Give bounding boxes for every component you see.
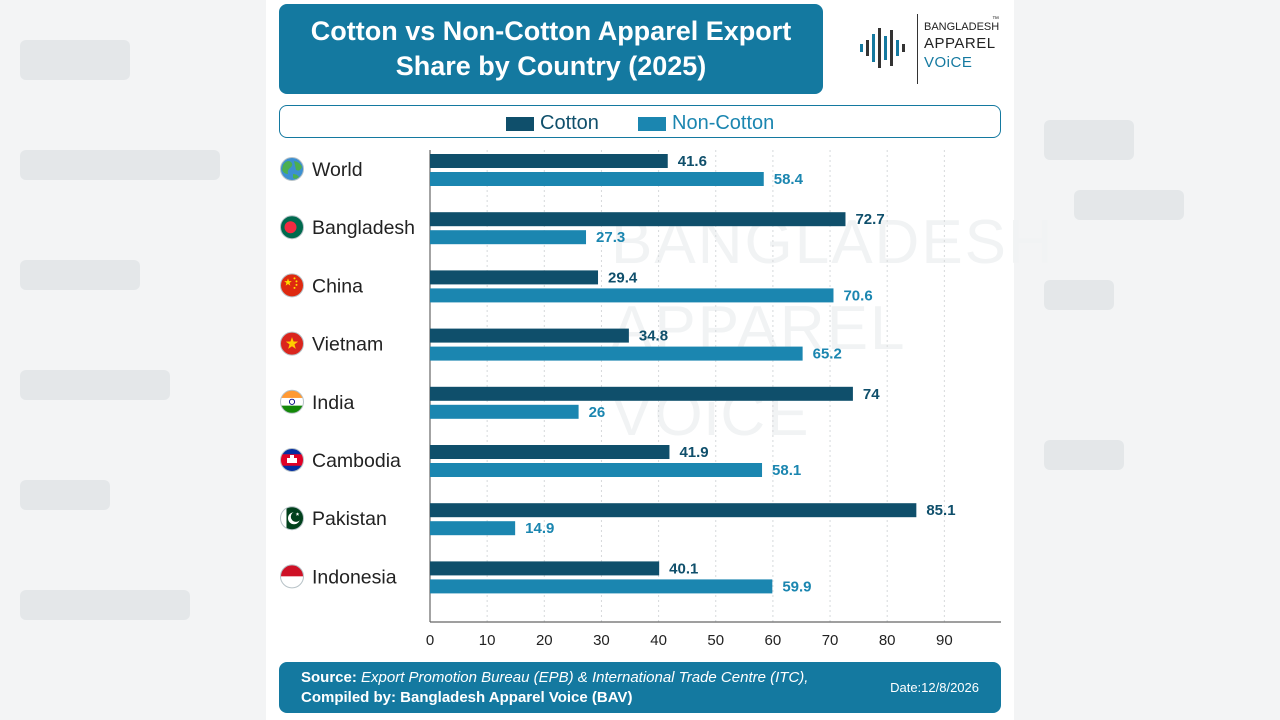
bar-chart: 0 10 20 30 40 50 60 70 80 90 World 41.6 58.4 Banglade… — [280, 150, 1001, 649]
background-right — [1014, 0, 1280, 720]
category-label-pakistan: Pakistan — [312, 508, 387, 530]
bar-india-non-cotton — [430, 404, 579, 419]
category-label-bangladesh: Bangladesh — [312, 217, 415, 239]
bar-indonesia-non-cotton — [430, 579, 773, 594]
x-tick-label: 10 — [479, 632, 496, 649]
category-label-vietnam: Vietnam — [312, 334, 383, 356]
bav-logo: BANGLADESH APPAREL VOiCE ™ — [858, 12, 1008, 88]
bar-pakistan-non-cotton — [430, 521, 516, 536]
bar-world-non-cotton — [430, 172, 764, 186]
data-label: 72.7 — [855, 211, 884, 228]
background-left — [0, 0, 266, 720]
infographic-card: Cotton vs Non-Cotton Apparel Export Shar… — [266, 0, 1053, 720]
title-line-1: Cotton vs Non-Cotton Apparel Export — [310, 16, 792, 46]
bar-bangladesh-non-cotton — [430, 230, 587, 245]
data-label: 34.8 — [639, 328, 668, 345]
logo-divider — [917, 14, 918, 84]
data-label: 85.1 — [926, 502, 955, 519]
indonesia-flag-icon — [280, 564, 304, 589]
source-footer: Source: Export Promotion Bureau (EPB) & … — [279, 662, 1001, 713]
vietnam-flag-icon — [280, 331, 304, 356]
legend-item-cotton: Cotton — [506, 112, 599, 135]
data-label: 59.9 — [782, 578, 811, 595]
bar-bangladesh-cotton — [430, 212, 846, 227]
logo-trademark: ™ — [992, 16, 999, 23]
x-tick-label: 20 — [536, 632, 553, 649]
bar-cambodia-non-cotton — [430, 463, 763, 477]
logo-line-2: APPAREL — [924, 35, 996, 52]
bar-china-non-cotton — [430, 288, 834, 303]
category-label-india: India — [312, 392, 354, 414]
title-line-2: Share by Country (2025) — [395, 51, 707, 81]
chart-title: Cotton vs Non-Cotton Apparel Export Shar… — [279, 4, 823, 94]
category-label-indonesia: Indonesia — [312, 566, 397, 588]
data-label: 41.6 — [678, 153, 707, 170]
data-label: 70.6 — [843, 287, 872, 304]
x-tick-label: 0 — [426, 632, 434, 649]
x-tick-label: 50 — [707, 632, 724, 649]
bar-world-cotton — [430, 154, 668, 168]
data-label: 65.2 — [813, 346, 842, 363]
bar-vietnam-cotton — [430, 328, 629, 343]
compiled-by: Compiled by: Bangladesh Apparel Voice (B… — [301, 689, 633, 706]
china-flag-icon — [280, 273, 304, 298]
bar-china-cotton — [430, 270, 599, 285]
cambodia-flag-icon — [280, 448, 304, 472]
legend-label-non-cotton: Non-Cotton — [672, 112, 775, 134]
category-label-world: World — [312, 159, 363, 181]
india-flag-icon — [280, 389, 304, 414]
legend-label-cotton: Cotton — [540, 112, 599, 134]
bar-pakistan-cotton — [430, 503, 917, 518]
source-label: Source: — [301, 669, 357, 686]
source-body: Export Promotion Bureau (EPB) & Internat… — [356, 669, 809, 686]
bar-india-cotton — [430, 386, 853, 401]
data-label: 29.4 — [608, 269, 638, 286]
legend-swatch-cotton — [506, 116, 534, 131]
data-label: 27.3 — [596, 229, 625, 246]
chart-legend: Cotton Non-Cotton — [279, 105, 1001, 138]
legend-item-non-cotton: Non-Cotton — [638, 112, 774, 135]
bar-vietnam-non-cotton — [430, 346, 803, 361]
legend-swatch-non-cotton — [638, 116, 666, 131]
x-tick-label: 60 — [765, 632, 782, 649]
data-label: 74 — [863, 386, 880, 403]
source-text: Source: Export Promotion Bureau (EPB) & … — [301, 668, 808, 708]
x-tick-label: 40 — [650, 632, 667, 649]
bar-cambodia-cotton — [430, 445, 670, 459]
data-label: 58.1 — [772, 462, 801, 479]
logo-line-1: BANGLADESH — [924, 21, 1000, 33]
data-label: 14.9 — [525, 520, 554, 537]
category-label-cambodia: Cambodia — [312, 450, 401, 472]
logo-text: BANGLADESH APPAREL VOiCE — [924, 20, 999, 72]
pakistan-flag-icon — [280, 506, 304, 531]
sound-wave-icon — [860, 28, 905, 68]
data-label: 26 — [589, 404, 606, 421]
bangladesh-flag-icon — [280, 215, 304, 240]
bar-indonesia-cotton — [430, 561, 660, 576]
data-label: 41.9 — [679, 444, 708, 461]
logo-line-3: VOiCE — [924, 54, 973, 71]
date-label: Date:12/8/2026 — [890, 680, 979, 695]
x-tick-label: 70 — [822, 632, 839, 649]
category-label-china: China — [312, 275, 363, 297]
x-tick-label: 80 — [879, 632, 896, 649]
data-label: 58.4 — [774, 171, 804, 188]
x-tick-label: 30 — [593, 632, 610, 649]
x-tick-label: 90 — [936, 632, 953, 649]
data-label: 40.1 — [669, 560, 698, 577]
globe-icon — [280, 157, 304, 181]
